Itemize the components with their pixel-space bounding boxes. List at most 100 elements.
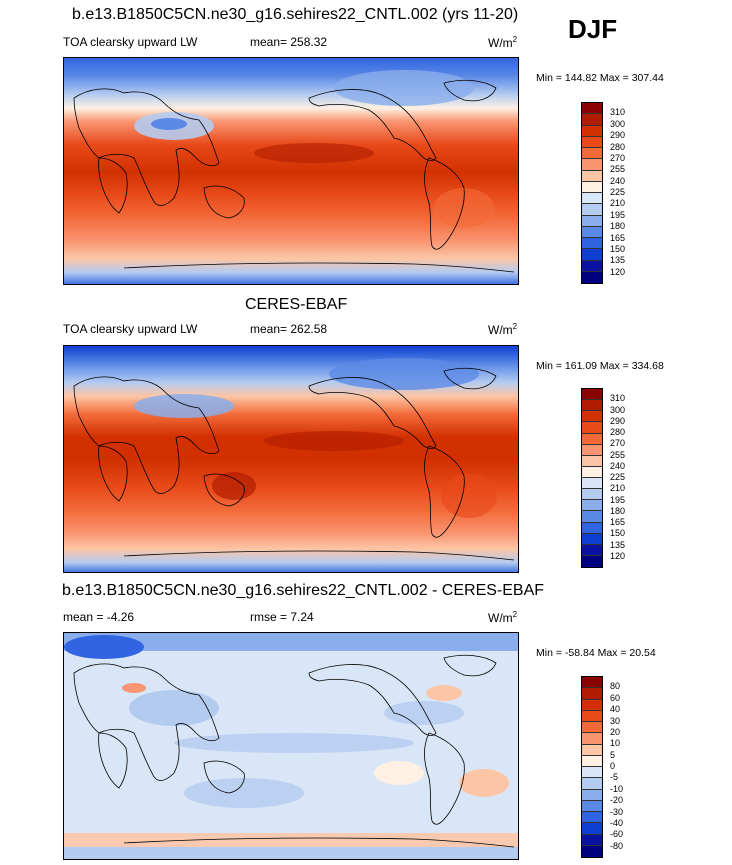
colorbar-swatch xyxy=(582,433,602,445)
colorbar-tick-label: 300 xyxy=(610,118,626,129)
colorbar-tick-label: 280 xyxy=(610,141,626,152)
colorbar-swatch xyxy=(582,522,602,534)
colorbar-tick-label: -60 xyxy=(610,829,624,840)
colorbar-swatch xyxy=(582,778,602,790)
colorbar-swatch xyxy=(582,744,602,756)
colorbar-tick-label: 180 xyxy=(610,221,626,232)
colorbar-swatch xyxy=(582,238,602,250)
colorbar-swatch xyxy=(582,699,602,711)
colorbar-swatch xyxy=(582,400,602,412)
colorbar-tick-label: 240 xyxy=(610,175,626,186)
colorbar-swatch xyxy=(582,444,602,456)
colorbar-tick-label: -20 xyxy=(610,795,624,806)
panel2-map xyxy=(63,345,519,573)
colorbar-tick-label: 255 xyxy=(610,164,626,175)
colorbar-swatch xyxy=(582,215,602,227)
colorbar-swatch xyxy=(582,677,602,689)
colorbar-swatch xyxy=(582,466,602,478)
colorbar-swatch xyxy=(582,845,602,857)
panel1-mean-label: mean= 258.32 xyxy=(250,35,328,49)
colorbar-swatch xyxy=(582,136,602,148)
colorbar-swatch xyxy=(582,489,602,501)
colorbar-tick-label: 165 xyxy=(610,517,626,527)
colorbar-swatch xyxy=(582,455,602,467)
colorbar-swatch xyxy=(582,422,602,434)
colorbar-tick-label: 135 xyxy=(610,539,626,550)
colorbar-tick-label: 270 xyxy=(610,152,626,163)
colorbar-swatch xyxy=(582,159,602,171)
colorbar-tick-label: 180 xyxy=(610,505,626,516)
colorbar-swatch xyxy=(582,722,602,734)
colorbar-swatch xyxy=(582,226,602,238)
colorbar-swatch xyxy=(582,533,602,545)
colorbar-swatch xyxy=(582,789,602,801)
panel3-minmax: Min = -58.84 Max = 20.54 xyxy=(536,647,656,659)
colorbar-tick-label: 40 xyxy=(610,704,621,715)
panel2-units: W/m2 xyxy=(488,322,518,337)
colorbar-tick-label: 30 xyxy=(610,715,621,726)
colorbar-swatch xyxy=(582,478,602,490)
colorbar-tick-label: 20 xyxy=(610,726,621,737)
colorbar-tick-label: 135 xyxy=(610,255,626,266)
colorbar-tick-label: 120 xyxy=(610,550,626,561)
panel1-title: b.e13.B1850C5CN.ne30_g16.sehires22_CNTL.… xyxy=(72,6,519,23)
colorbar-tick-label: 80 xyxy=(610,681,621,692)
panel2-variable-label: TOA clearsky upward LW xyxy=(63,322,198,336)
colorbar-swatch xyxy=(582,800,602,812)
panel3-units: W/m2 xyxy=(488,610,518,625)
colorbar-swatch xyxy=(582,271,602,283)
colorbar-swatch xyxy=(582,260,602,272)
colorbar-tick-label: -40 xyxy=(610,817,624,828)
colorbar-tick-label: 280 xyxy=(610,427,626,437)
panel1-variable-label: TOA clearsky upward LW xyxy=(63,35,198,49)
colorbar-swatch xyxy=(582,204,602,216)
colorbar-swatch xyxy=(582,688,602,700)
colorbar-swatch xyxy=(582,767,602,779)
colorbar-swatch xyxy=(582,148,602,160)
colorbar-tick-label: 195 xyxy=(610,209,626,220)
colorbar-tick-label: 165 xyxy=(610,232,626,243)
colorbar-swatch xyxy=(582,710,602,722)
colorbar-swatch xyxy=(582,125,602,137)
panel3-title: b.e13.B1850C5CN.ne30_g16.sehires22_CNTL.… xyxy=(62,582,545,599)
colorbar-tick-label: 195 xyxy=(610,494,626,505)
colorbar-swatch xyxy=(582,834,602,846)
colorbar-tick-label: 210 xyxy=(610,198,626,209)
panel3-mean-label: mean = -4.26 xyxy=(63,610,135,624)
panel1-map xyxy=(63,57,519,285)
season-label: DJF xyxy=(568,14,618,44)
colorbar-swatch xyxy=(582,389,602,401)
colorbar-swatch xyxy=(582,170,602,182)
colorbar-tick-label: 255 xyxy=(610,449,626,460)
colorbar-swatch xyxy=(582,511,602,523)
colorbar-swatch xyxy=(582,755,602,767)
colorbar-swatch xyxy=(582,249,602,261)
colorbar-tick-label: 310 xyxy=(610,107,626,118)
colorbar-tick-label: 290 xyxy=(610,415,626,426)
panel2-title: CERES-EBAF xyxy=(245,296,348,313)
colorbar-tick-label: 10 xyxy=(610,738,621,749)
colorbar-tick-label: 300 xyxy=(610,404,626,415)
panel2-colorbar xyxy=(581,388,603,568)
colorbar-tick-label: 270 xyxy=(610,438,626,449)
panel2-mean-label: mean= 262.58 xyxy=(250,322,328,336)
colorbar-tick-label: 210 xyxy=(610,483,626,494)
colorbar-tick-label: -30 xyxy=(610,806,624,817)
colorbar-tick-label: -5 xyxy=(610,772,619,783)
colorbar-tick-label: 310 xyxy=(610,393,626,404)
panel3-rmse-label: rmse = 7.24 xyxy=(250,610,314,624)
panel2-minmax: Min = 161.09 Max = 334.68 xyxy=(536,360,664,372)
colorbar-tick-label: -10 xyxy=(610,783,624,794)
panel1-minmax: Min = 144.82 Max = 307.44 xyxy=(536,72,664,84)
panel1-colorbar xyxy=(581,102,603,284)
colorbar-swatch xyxy=(582,500,602,512)
colorbar-tick-label: 225 xyxy=(610,472,626,482)
colorbar-tick-label: 0 xyxy=(610,761,616,771)
colorbar-tick-label: 60 xyxy=(610,692,621,703)
colorbar-swatch xyxy=(582,103,602,115)
colorbar-swatch xyxy=(582,555,602,567)
colorbar-tick-label: -80 xyxy=(610,840,624,851)
colorbar-tick-label: 150 xyxy=(610,528,626,539)
colorbar-swatch xyxy=(582,181,602,193)
panel1-units: W/m2 xyxy=(488,35,518,50)
